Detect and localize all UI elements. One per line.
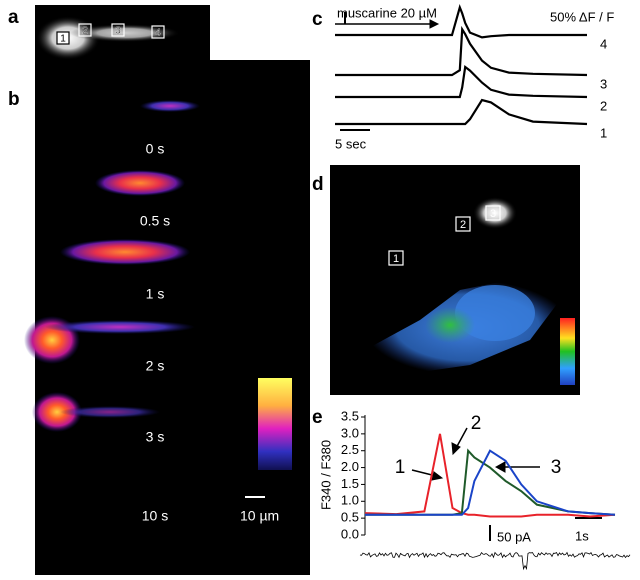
current-trace — [359, 551, 631, 571]
trace — [335, 98, 588, 126]
panel-label: b — [8, 89, 20, 110]
scale-bar-label: 10 µm — [240, 508, 279, 524]
y-tick-label: 3.5 — [341, 408, 359, 423]
time-label: 0 s — [146, 141, 165, 157]
y-tick-label: 2.0 — [341, 459, 359, 474]
roi-box — [485, 205, 501, 221]
roi-label: 3 — [115, 26, 121, 37]
time-label: 3 s — [146, 429, 165, 445]
roi-box — [388, 250, 404, 266]
image-ab — [24, 5, 310, 575]
series-line — [365, 449, 616, 516]
roi-label: 1 — [60, 34, 66, 45]
time-label: 10 s — [142, 508, 168, 524]
time-label: 2 s — [146, 358, 165, 374]
series-annotation: 3 — [551, 457, 562, 478]
roi-label: 4 — [155, 28, 161, 39]
roi-box — [111, 23, 125, 37]
roi-label: 3 — [490, 208, 496, 220]
trace-label: 1 — [600, 125, 607, 140]
roi-box — [151, 25, 165, 39]
roi-box — [56, 31, 70, 45]
y-tick-label: 1.0 — [341, 493, 359, 508]
y-tick-label: 2.5 — [341, 442, 359, 457]
time-label: 1 s — [146, 286, 165, 302]
time-label: 0.5 s — [140, 213, 170, 229]
trace-label: 4 — [600, 36, 607, 51]
roi-label: 1 — [393, 253, 399, 265]
trace-label: 3 — [600, 76, 607, 91]
y-tick-label: 0.0 — [341, 526, 359, 541]
panel-label: a — [8, 7, 19, 28]
roi-label: 2 — [82, 26, 88, 37]
scale-label: 50 pA — [497, 529, 531, 544]
panel-label: c — [312, 9, 323, 30]
scale-label: 1s — [575, 528, 589, 543]
panel-label: d — [312, 174, 324, 195]
trace-label: 2 — [600, 98, 607, 113]
y-tick-label: 3.0 — [341, 425, 359, 440]
trace — [335, 25, 588, 77]
scale-label: 5 sec — [335, 136, 367, 151]
y-tick-label: 1.5 — [341, 476, 359, 491]
series-line — [364, 433, 616, 518]
trace — [335, 65, 588, 99]
stimulus-label: muscarine 20 µM — [337, 5, 437, 20]
series-annotation: 1 — [395, 457, 406, 478]
series-annotation: 2 — [471, 413, 482, 434]
roi-box — [455, 216, 471, 232]
y-tick-label: 0.5 — [341, 510, 359, 525]
y-axis-label: F340 / F380 — [318, 440, 333, 510]
trace — [335, 3, 587, 39]
panel-label: e — [312, 407, 323, 428]
roi-box — [78, 23, 92, 37]
scale-label: 50% ΔF / F — [550, 9, 614, 24]
roi-label: 2 — [460, 219, 466, 231]
image-d — [330, 165, 580, 395]
